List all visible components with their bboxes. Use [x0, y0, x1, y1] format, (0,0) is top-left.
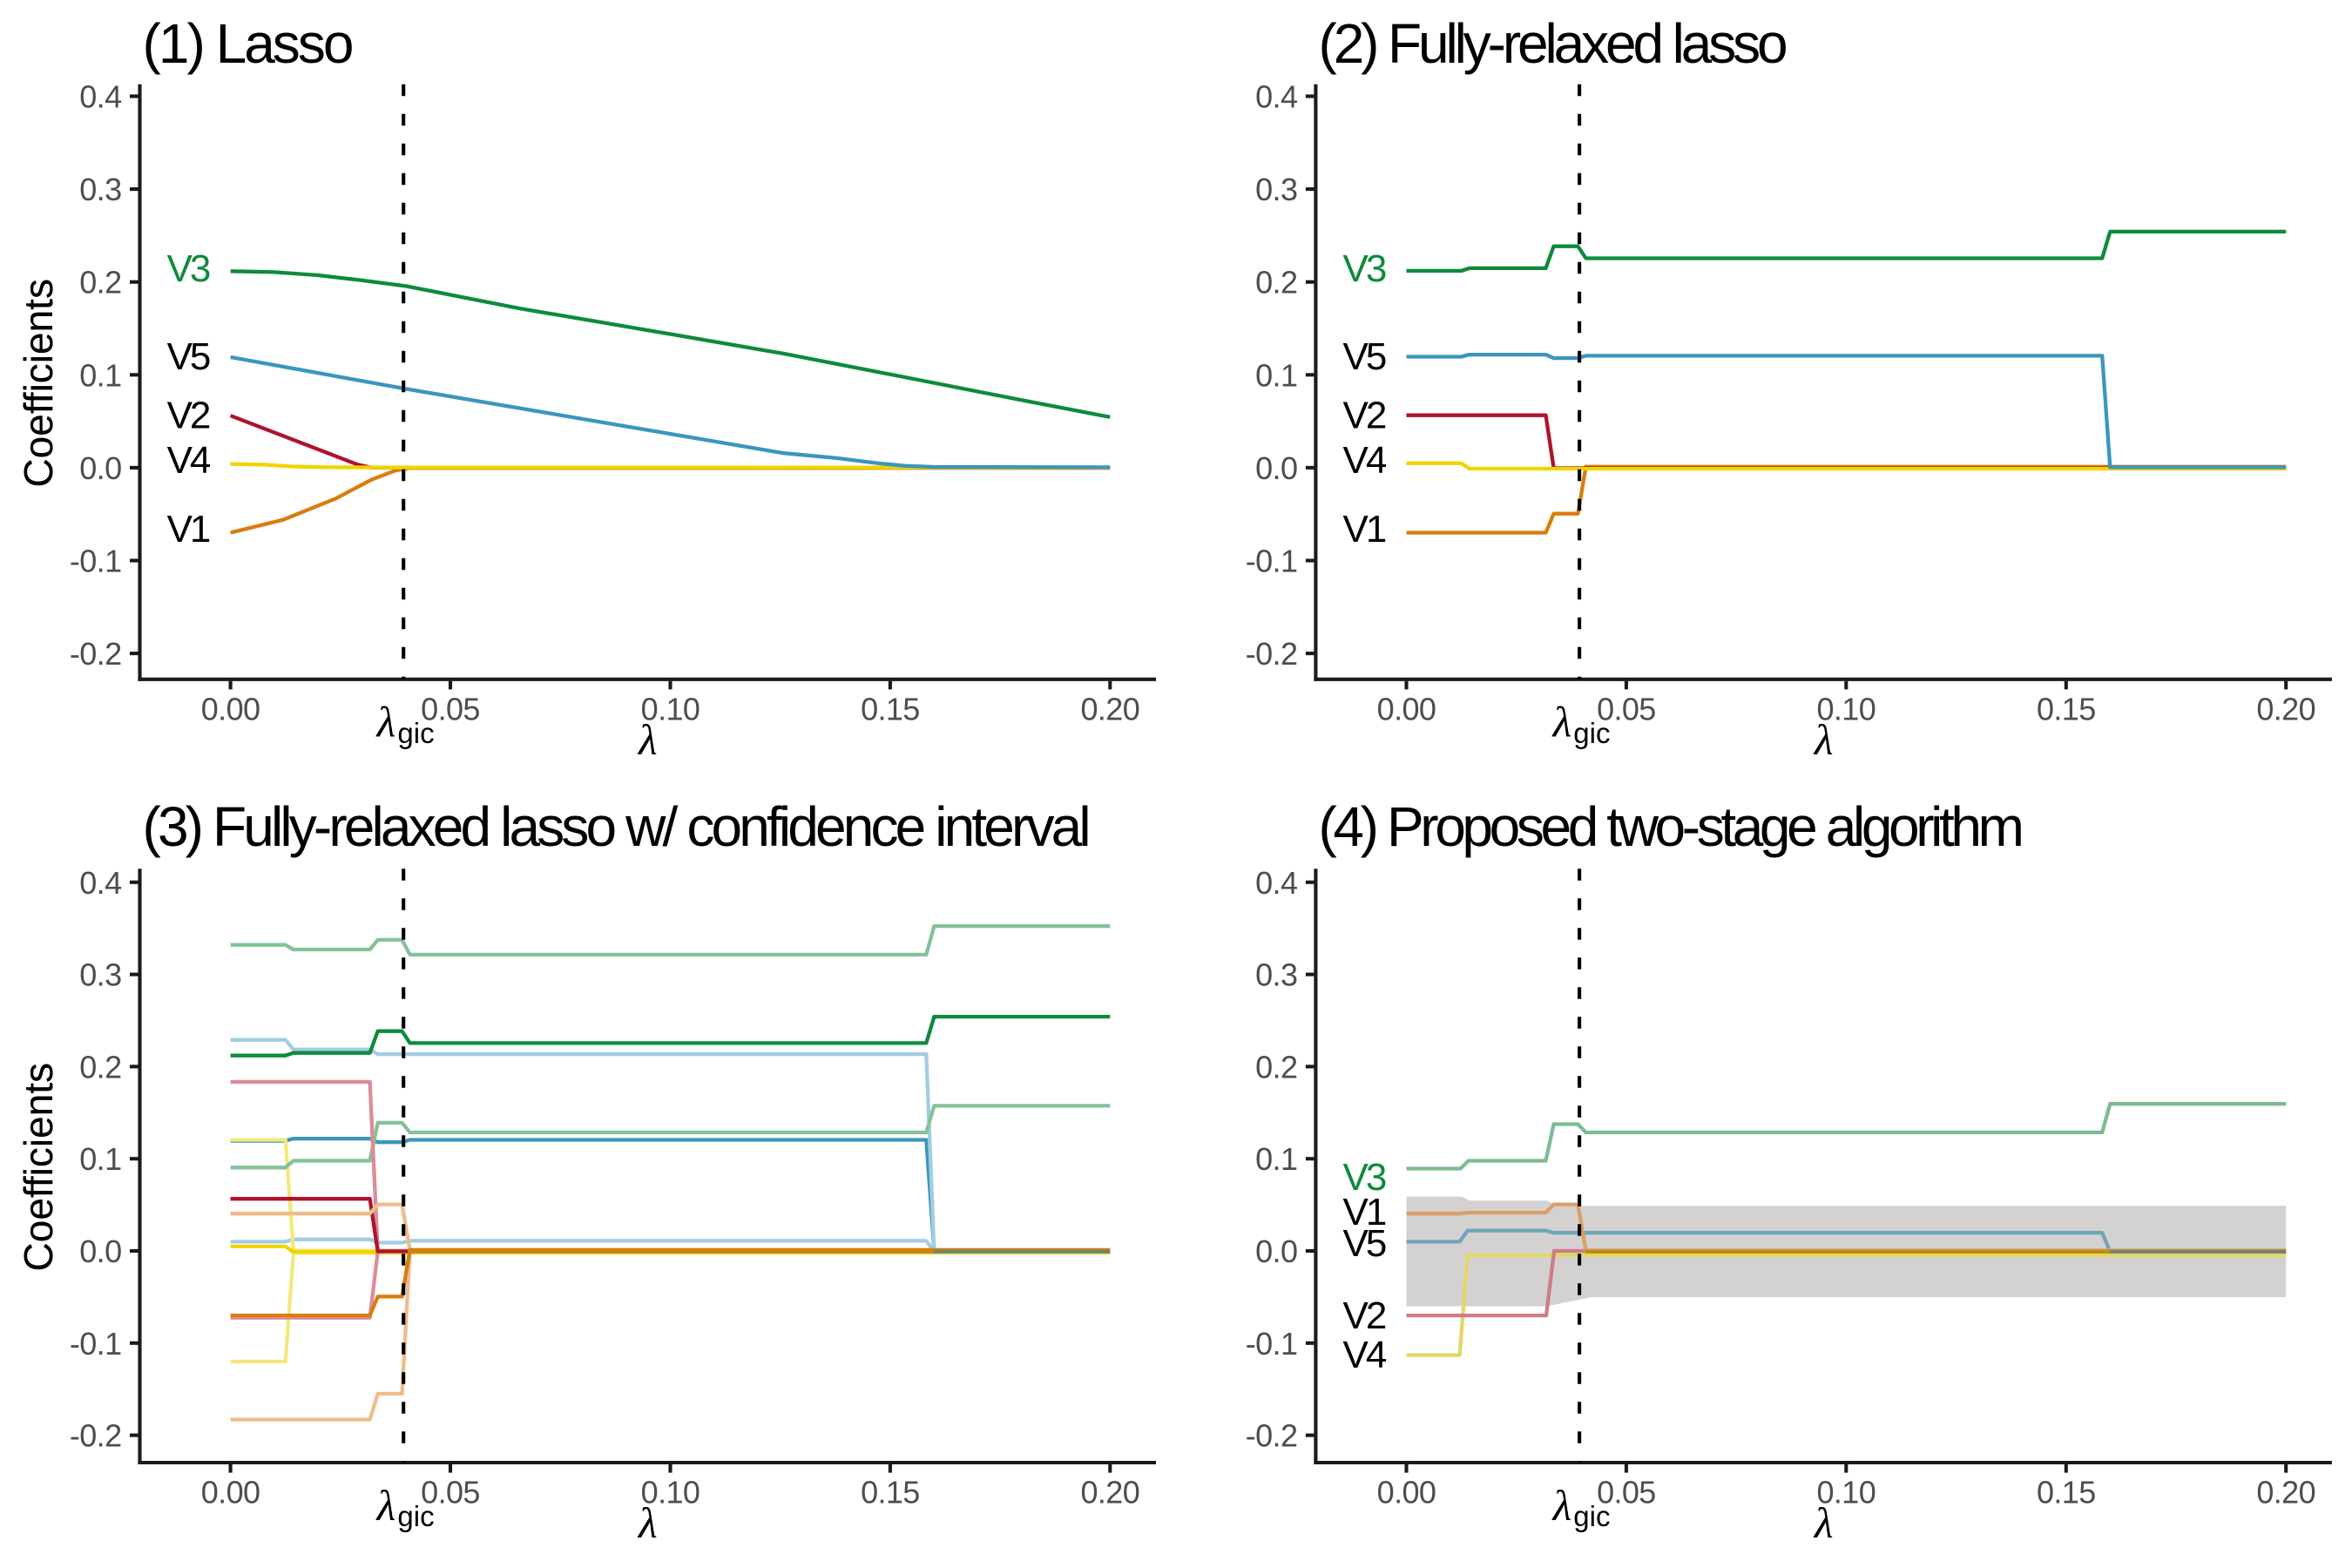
svg-text:V4: V4 — [1342, 439, 1386, 482]
svg-text:0.10: 0.10 — [641, 692, 700, 727]
svg-text:0.10: 0.10 — [641, 1475, 700, 1511]
svg-text:Coefficients: Coefficients — [16, 1063, 61, 1272]
svg-text:0.10: 0.10 — [1816, 692, 1876, 727]
svg-text:0.15: 0.15 — [2037, 692, 2096, 727]
svg-text:0.0: 0.0 — [1255, 450, 1297, 486]
svg-text:(4) Proposed two-stage algorit: (4) Proposed two-stage algorithm — [1319, 795, 2022, 858]
svg-text:0.1: 0.1 — [1255, 357, 1297, 393]
svg-text:0.05: 0.05 — [1597, 1475, 1656, 1511]
svg-text:0.3: 0.3 — [1255, 957, 1297, 993]
svg-text:Coefficients: Coefficients — [16, 1063, 61, 1272]
svg-text:0.0: 0.0 — [79, 450, 121, 486]
svg-text:V2: V2 — [1342, 1294, 1385, 1337]
svg-text:-0.2: -0.2 — [70, 1418, 122, 1454]
svg-text:(2) Fully-relaxed lasso: (2) Fully-relaxed lasso — [1319, 12, 1787, 75]
svg-text:0.00: 0.00 — [201, 692, 260, 727]
svg-text:0.4: 0.4 — [79, 79, 121, 115]
svg-text:0.4: 0.4 — [79, 865, 121, 901]
svg-text:λ: λ — [637, 1498, 658, 1547]
svg-text:0.20: 0.20 — [2256, 1475, 2315, 1511]
svg-text:gic: gic — [397, 717, 434, 749]
svg-text:0.2: 0.2 — [79, 265, 121, 301]
svg-text:0.20: 0.20 — [1080, 692, 1139, 727]
svg-text:V3: V3 — [167, 247, 210, 290]
svg-text:gic: gic — [1573, 717, 1610, 749]
svg-text:0.3: 0.3 — [79, 957, 121, 993]
svg-text:0.20: 0.20 — [2256, 692, 2315, 727]
svg-text:-0.2: -0.2 — [1246, 1418, 1298, 1454]
svg-text:λ: λ — [1813, 1498, 1834, 1547]
svg-text:gic: gic — [397, 1500, 434, 1532]
svg-text:0.2: 0.2 — [1255, 1049, 1297, 1085]
svg-text:V2: V2 — [167, 395, 210, 437]
svg-text:gic: gic — [1573, 1500, 1610, 1532]
svg-text:0.15: 0.15 — [861, 1475, 920, 1511]
svg-text:0.05: 0.05 — [421, 692, 480, 727]
svg-text:λ: λ — [637, 715, 658, 764]
svg-text:V5: V5 — [167, 335, 210, 378]
svg-text:0.05: 0.05 — [421, 1475, 480, 1511]
svg-text:0.0: 0.0 — [79, 1233, 121, 1269]
svg-text:0.1: 0.1 — [79, 357, 121, 393]
svg-text:λ: λ — [375, 698, 396, 747]
svg-text:-0.2: -0.2 — [70, 636, 122, 672]
svg-text:(3) Fully-relaxed lasso w/ con: (3) Fully-relaxed lasso w/ confidence in… — [143, 795, 1088, 858]
svg-text:λ: λ — [375, 1481, 396, 1530]
svg-text:0.4: 0.4 — [1255, 79, 1297, 115]
svg-text:V3: V3 — [1342, 1156, 1385, 1199]
svg-text:Coefficients: Coefficients — [16, 279, 61, 488]
svg-text:V3: V3 — [1342, 247, 1385, 290]
svg-text:0.00: 0.00 — [1377, 1475, 1436, 1511]
svg-text:0.3: 0.3 — [79, 172, 121, 207]
svg-text:0.3: 0.3 — [1255, 172, 1297, 207]
svg-text:Coefficients: Coefficients — [16, 279, 61, 488]
svg-text:0.05: 0.05 — [1597, 692, 1656, 727]
svg-text:V5: V5 — [1342, 335, 1385, 378]
svg-text:V1: V1 — [1342, 1191, 1385, 1233]
svg-text:0.15: 0.15 — [2037, 1475, 2096, 1511]
svg-text:V1: V1 — [1342, 508, 1385, 551]
svg-text:0.1: 0.1 — [79, 1141, 121, 1177]
svg-text:V2: V2 — [1342, 395, 1385, 437]
svg-text:0.20: 0.20 — [1080, 1475, 1139, 1511]
svg-text:0.2: 0.2 — [1255, 265, 1297, 301]
svg-text:-0.1: -0.1 — [70, 1326, 122, 1362]
svg-text:0.10: 0.10 — [1816, 1475, 1876, 1511]
svg-text:V4: V4 — [1342, 1334, 1386, 1376]
svg-text:-0.1: -0.1 — [70, 544, 122, 579]
svg-text:-0.1: -0.1 — [1246, 1326, 1298, 1362]
svg-text:-0.2: -0.2 — [1246, 636, 1298, 672]
svg-text:0.1: 0.1 — [1255, 1141, 1297, 1177]
svg-text:0.00: 0.00 — [201, 1475, 260, 1511]
svg-text:V4: V4 — [167, 439, 211, 482]
svg-text:(1) Lasso: (1) Lasso — [143, 12, 352, 75]
svg-text:λ: λ — [1551, 1481, 1572, 1530]
svg-text:0.0: 0.0 — [1255, 1233, 1297, 1269]
svg-text:0.00: 0.00 — [1377, 692, 1436, 727]
svg-text:-0.1: -0.1 — [1246, 544, 1298, 579]
svg-text:0.4: 0.4 — [1255, 865, 1297, 901]
svg-text:λ: λ — [1551, 698, 1572, 747]
svg-text:0.15: 0.15 — [861, 692, 920, 727]
svg-text:λ: λ — [1813, 715, 1834, 764]
svg-text:V1: V1 — [167, 508, 210, 551]
svg-text:V5: V5 — [1342, 1222, 1385, 1265]
svg-text:0.2: 0.2 — [79, 1049, 121, 1085]
